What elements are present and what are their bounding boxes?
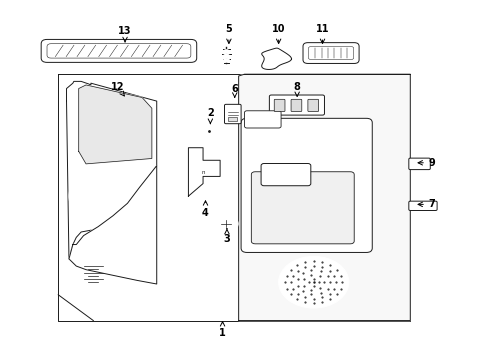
- Text: 11: 11: [315, 24, 328, 44]
- FancyBboxPatch shape: [47, 44, 190, 58]
- Text: 6: 6: [231, 84, 238, 97]
- Circle shape: [69, 165, 155, 228]
- Text: 4: 4: [202, 201, 208, 218]
- Text: 8: 8: [293, 82, 300, 96]
- Circle shape: [223, 58, 229, 62]
- Circle shape: [275, 54, 280, 58]
- Circle shape: [213, 215, 238, 233]
- Circle shape: [219, 219, 232, 229]
- Text: 3: 3: [223, 229, 230, 244]
- Circle shape: [209, 166, 216, 171]
- Polygon shape: [79, 85, 152, 164]
- FancyBboxPatch shape: [261, 163, 310, 186]
- Circle shape: [199, 123, 219, 138]
- FancyBboxPatch shape: [274, 99, 285, 112]
- FancyBboxPatch shape: [251, 172, 353, 244]
- Circle shape: [267, 60, 272, 63]
- Text: n: n: [201, 170, 204, 175]
- Circle shape: [223, 49, 229, 54]
- Circle shape: [267, 54, 272, 58]
- FancyBboxPatch shape: [408, 158, 429, 170]
- Polygon shape: [66, 81, 157, 259]
- Text: 12: 12: [111, 82, 124, 96]
- Polygon shape: [261, 48, 291, 69]
- FancyBboxPatch shape: [241, 118, 371, 252]
- Circle shape: [275, 60, 280, 63]
- Polygon shape: [69, 166, 157, 284]
- Circle shape: [204, 127, 214, 134]
- FancyBboxPatch shape: [307, 99, 318, 112]
- FancyBboxPatch shape: [290, 99, 301, 112]
- Text: 13: 13: [118, 26, 131, 42]
- Text: 9: 9: [417, 158, 435, 168]
- Polygon shape: [188, 148, 220, 196]
- Text: 1: 1: [219, 322, 225, 338]
- Circle shape: [278, 256, 348, 308]
- FancyBboxPatch shape: [308, 46, 353, 59]
- FancyBboxPatch shape: [408, 201, 436, 211]
- Text: 7: 7: [417, 199, 435, 210]
- Text: 2: 2: [206, 108, 213, 123]
- Circle shape: [223, 54, 229, 58]
- Circle shape: [271, 52, 276, 55]
- FancyBboxPatch shape: [41, 40, 196, 62]
- Circle shape: [271, 62, 276, 66]
- FancyBboxPatch shape: [224, 104, 241, 124]
- FancyBboxPatch shape: [303, 42, 358, 63]
- FancyBboxPatch shape: [244, 111, 281, 128]
- Circle shape: [191, 166, 198, 171]
- Text: 10: 10: [271, 24, 285, 44]
- Text: 5: 5: [225, 24, 232, 44]
- FancyBboxPatch shape: [228, 117, 237, 121]
- FancyBboxPatch shape: [269, 95, 324, 115]
- Polygon shape: [238, 74, 409, 320]
